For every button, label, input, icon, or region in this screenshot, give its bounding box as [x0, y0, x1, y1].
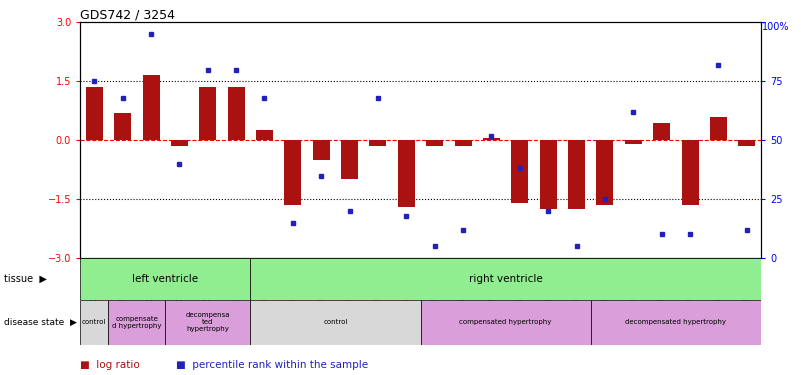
Bar [108, 300, 165, 345]
Bar [171, 140, 188, 146]
Text: control: control [324, 320, 348, 326]
Text: tissue  ▶: tissue ▶ [4, 274, 47, 284]
Bar [80, 258, 250, 300]
Bar [250, 258, 761, 300]
Bar [80, 300, 108, 345]
Bar [284, 140, 301, 205]
Bar [312, 140, 330, 160]
Bar [227, 87, 244, 140]
Bar [256, 130, 273, 140]
Bar [341, 140, 358, 180]
Bar [86, 87, 103, 140]
Text: decompensated hypertrophy: decompensated hypertrophy [626, 320, 727, 326]
Bar [143, 75, 159, 140]
Text: 100%: 100% [763, 22, 790, 33]
Text: control: control [82, 320, 107, 326]
Text: right ventricle: right ventricle [469, 274, 542, 284]
Bar [369, 140, 386, 146]
Bar [597, 140, 614, 205]
Bar [421, 300, 590, 345]
Bar [511, 140, 529, 203]
Bar [653, 123, 670, 140]
Bar [115, 113, 131, 140]
Bar [682, 140, 698, 205]
Bar [250, 300, 421, 345]
Bar [568, 140, 585, 209]
Text: compensate
d hypertrophy: compensate d hypertrophy [112, 316, 162, 329]
Text: decompensa
ted
hypertrophy: decompensa ted hypertrophy [186, 312, 230, 332]
Bar [483, 138, 500, 140]
Bar [625, 140, 642, 144]
Bar [454, 140, 472, 146]
Bar [426, 140, 443, 146]
Text: ■  log ratio: ■ log ratio [80, 360, 140, 369]
Text: GDS742 / 3254: GDS742 / 3254 [80, 8, 175, 21]
Bar [398, 140, 415, 207]
Text: disease state  ▶: disease state ▶ [4, 318, 77, 327]
Text: compensated hypertrophy: compensated hypertrophy [460, 320, 552, 326]
Bar [739, 140, 755, 146]
Bar [199, 87, 216, 140]
Bar [540, 140, 557, 209]
Text: ■  percentile rank within the sample: ■ percentile rank within the sample [176, 360, 368, 369]
Bar [590, 300, 761, 345]
Bar [165, 300, 250, 345]
Text: left ventricle: left ventricle [132, 274, 199, 284]
Bar [710, 117, 727, 140]
